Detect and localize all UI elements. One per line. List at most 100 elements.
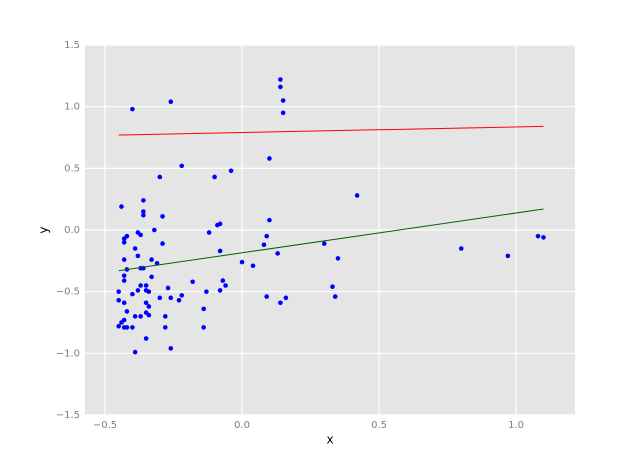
point xyxy=(119,320,124,325)
point xyxy=(132,349,138,355)
point xyxy=(261,242,267,248)
point xyxy=(121,257,127,262)
point xyxy=(143,283,149,288)
point xyxy=(176,298,182,303)
point xyxy=(168,346,174,351)
point xyxy=(157,295,163,301)
point xyxy=(124,309,130,314)
point xyxy=(162,314,168,319)
point xyxy=(264,233,269,239)
point xyxy=(206,230,212,235)
point xyxy=(458,246,464,251)
point xyxy=(283,295,289,301)
point xyxy=(116,323,122,329)
point xyxy=(275,251,280,256)
point xyxy=(146,289,152,294)
point xyxy=(146,312,152,318)
point xyxy=(228,168,234,174)
point xyxy=(280,110,286,116)
point xyxy=(278,300,283,306)
point xyxy=(190,279,196,285)
y-tick-label: 0.0 xyxy=(64,225,80,236)
fit-line xyxy=(118,125,544,136)
y-tick-label: 1.0 xyxy=(64,102,80,113)
point xyxy=(130,106,135,112)
point xyxy=(335,256,341,261)
point xyxy=(332,294,338,299)
point xyxy=(278,84,283,90)
point xyxy=(141,209,146,214)
point xyxy=(217,248,223,254)
point xyxy=(121,240,127,245)
point xyxy=(535,233,541,239)
point xyxy=(135,253,141,259)
point xyxy=(141,212,146,218)
point xyxy=(354,193,360,198)
point xyxy=(121,300,127,306)
point xyxy=(201,325,206,330)
point xyxy=(132,246,138,251)
point xyxy=(201,306,206,312)
point xyxy=(223,283,228,288)
point xyxy=(157,174,163,180)
point xyxy=(239,259,245,265)
point xyxy=(250,263,256,269)
x-axis-title: x xyxy=(326,433,333,447)
point xyxy=(138,283,143,288)
point xyxy=(179,293,185,298)
point xyxy=(220,278,226,283)
fit-line xyxy=(118,208,544,272)
point xyxy=(278,77,283,82)
point xyxy=(141,198,146,203)
point xyxy=(130,325,135,330)
y-tick-label: −1.0 xyxy=(56,348,80,359)
point xyxy=(121,236,127,241)
point xyxy=(179,163,185,169)
point xyxy=(138,232,143,238)
point xyxy=(121,278,127,283)
point xyxy=(160,214,165,219)
point xyxy=(330,284,335,290)
y-tick-label: 0.5 xyxy=(64,163,80,174)
x-tick-label: 1.0 xyxy=(508,420,524,431)
point xyxy=(146,304,152,309)
point xyxy=(152,227,157,233)
point xyxy=(121,325,127,330)
point xyxy=(119,204,124,209)
point xyxy=(130,291,135,297)
point xyxy=(135,288,141,293)
point xyxy=(116,289,122,294)
x-tick-label: 0.0 xyxy=(234,420,250,431)
point xyxy=(160,241,165,246)
point xyxy=(204,289,209,294)
point xyxy=(541,235,546,240)
x-tick-label: −0.5 xyxy=(93,420,117,431)
point xyxy=(215,222,220,228)
point xyxy=(321,241,327,246)
point xyxy=(168,295,174,301)
point xyxy=(267,217,272,223)
point xyxy=(280,98,286,103)
point xyxy=(162,325,168,330)
point xyxy=(505,253,511,259)
y-tick-label: −1.5 xyxy=(56,410,80,421)
point xyxy=(264,294,269,299)
point xyxy=(132,314,138,319)
point xyxy=(154,261,160,266)
point xyxy=(149,274,154,280)
point xyxy=(212,174,217,180)
point xyxy=(149,257,154,262)
y-tick-label: 1.5 xyxy=(64,40,80,51)
x-tick-label: 0.5 xyxy=(371,420,387,431)
y-tick-label: −0.5 xyxy=(56,287,80,298)
point xyxy=(116,298,122,303)
point xyxy=(138,314,143,319)
point xyxy=(121,273,127,278)
point xyxy=(217,288,223,293)
point xyxy=(143,300,149,306)
point xyxy=(165,285,171,291)
point xyxy=(168,99,174,105)
point xyxy=(143,336,149,341)
y-axis-title: y xyxy=(37,226,51,233)
